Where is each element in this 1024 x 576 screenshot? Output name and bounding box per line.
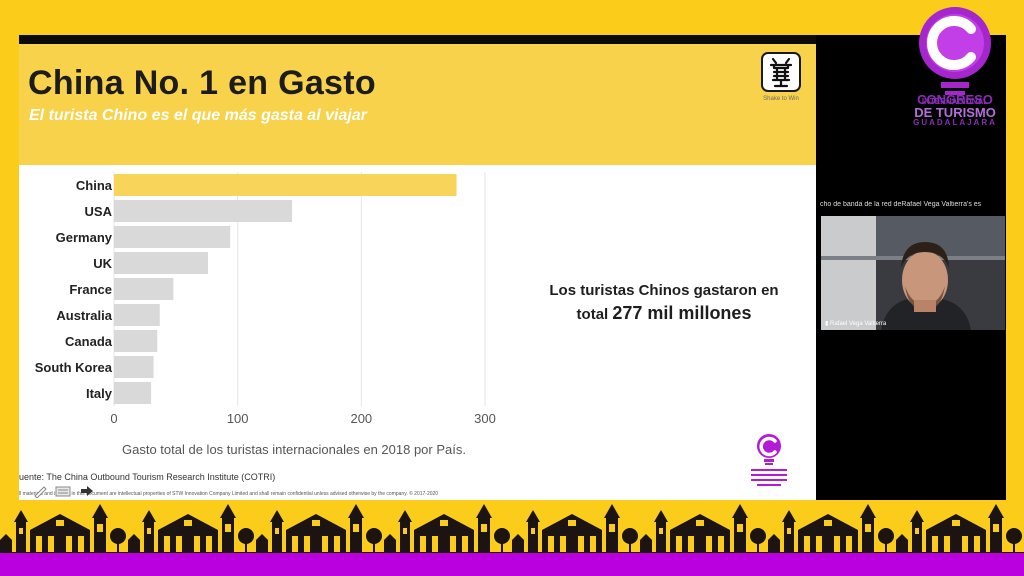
brand-line-1: CONGRESO xyxy=(917,92,993,107)
slides-grid-icon[interactable] xyxy=(55,484,71,498)
bar-usa xyxy=(114,200,293,222)
source-note: uente: The China Outbound Tourism Resear… xyxy=(19,472,276,482)
category-label: South Korea xyxy=(35,360,113,375)
spending-bar-chart: 0 100 200 300 China USA Germany UK France Austral… xyxy=(35,172,496,426)
chart-caption: Gasto total de los turistas internaciona… xyxy=(122,442,466,457)
category-label: Australia xyxy=(56,308,112,323)
category-label: China xyxy=(76,178,113,193)
callout-value: 277 mil millones xyxy=(612,303,752,323)
participant-video[interactable]: ▮ Rafael Vega Valtierra xyxy=(821,216,1005,330)
bar-australia xyxy=(114,304,160,326)
presentation-slide: China No. 1 en Gasto El turista Chino es… xyxy=(19,44,816,500)
bottom-purple-bar xyxy=(0,553,1024,576)
brand-text: CONGRESO INTERNACIONAL DE TURISMO GUADAL… xyxy=(900,93,1010,127)
x-tick-label: 300 xyxy=(474,411,496,426)
slide-subtitle: El turista Chino es el que más gasta al … xyxy=(29,107,367,124)
spending-callout: Los turistas Chinos gastaron en total 27… xyxy=(524,280,804,326)
bar-canada xyxy=(114,330,158,352)
x-tick-label: 0 xyxy=(110,411,117,426)
congreso-small-logo xyxy=(751,434,787,486)
congreso-brand-logo xyxy=(919,7,991,95)
category-label: USA xyxy=(85,204,113,219)
brand-line-3: DE TURISMO xyxy=(914,105,996,120)
network-bandwidth-message: cho de banda de la red deRafael Vega Val… xyxy=(820,201,982,208)
next-slide-icon[interactable] xyxy=(79,484,95,498)
callout-line-2: total 277 mil millones xyxy=(524,301,804,326)
logo-caption: Shake to Win xyxy=(763,96,799,102)
bar-uk xyxy=(114,252,208,274)
participant-video-feed xyxy=(821,216,1005,330)
legal-note: ll materials and images in this document… xyxy=(19,491,439,497)
pen-tool-icon[interactable] xyxy=(33,484,49,498)
callout-line-1: Los turistas Chinos gastaron en xyxy=(549,282,779,299)
category-label: Canada xyxy=(65,334,113,349)
category-label: France xyxy=(69,282,112,297)
slide-title: China No. 1 en Gasto xyxy=(28,64,376,102)
participant-name-label: ▮ Rafael Vega Valtierra xyxy=(825,320,886,327)
bar-south-korea xyxy=(114,356,154,378)
category-label: Germany xyxy=(56,230,113,245)
bar-italy xyxy=(114,382,152,404)
mic-signal-icon: ▮ xyxy=(825,321,829,327)
shake-to-win-logo xyxy=(761,52,801,92)
category-label: Italy xyxy=(86,386,113,401)
category-label: UK xyxy=(93,256,112,271)
bar-france xyxy=(114,278,174,300)
window-top-border xyxy=(19,35,1006,44)
x-tick-label: 200 xyxy=(350,411,372,426)
shake-to-win-logo-icon xyxy=(769,57,793,88)
bar-china xyxy=(114,174,457,196)
bar-germany xyxy=(114,226,231,248)
participant-name: Rafael Vega Valtierra xyxy=(829,321,887,327)
callout-prefix: total xyxy=(576,306,613,323)
slide-header: China No. 1 en Gasto El turista Chino es… xyxy=(19,44,816,165)
brand-line-2: INTERNACIONAL xyxy=(921,97,989,106)
x-tick-label: 100 xyxy=(227,411,249,426)
brand-line-4: GUADALAJARA xyxy=(913,118,997,127)
guadalajara-skyline-banner xyxy=(0,500,1024,553)
